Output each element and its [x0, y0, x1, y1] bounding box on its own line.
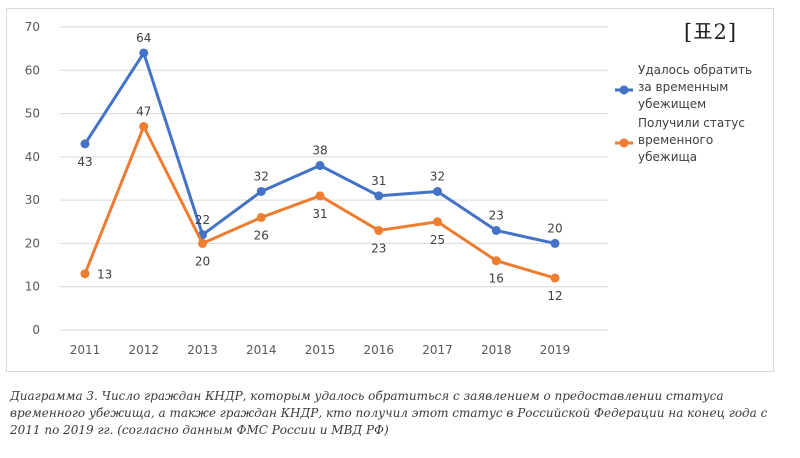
data-point: [315, 161, 325, 171]
y-tick-label: 70: [25, 20, 40, 34]
data-label: 20: [547, 221, 562, 235]
data-label: 20: [195, 254, 210, 268]
data-label: 31: [312, 207, 327, 221]
legend-label: временного: [638, 133, 713, 147]
data-label: 47: [136, 105, 151, 119]
data-label: 32: [254, 169, 269, 183]
legend-label: за временным: [638, 80, 728, 94]
data-label: 16: [489, 272, 504, 286]
y-tick-label: 60: [25, 63, 40, 77]
data-label: 64: [136, 31, 151, 45]
data-label: 12: [547, 289, 562, 303]
data-point: [550, 273, 560, 283]
y-tick-label: 20: [25, 236, 40, 250]
x-tick-label: 2014: [246, 343, 277, 357]
y-tick-label: 10: [25, 280, 40, 294]
legend-marker-dot: [619, 85, 629, 95]
data-point: [550, 238, 560, 248]
data-label: 32: [430, 169, 445, 183]
data-label: 22: [195, 213, 210, 227]
data-label: 26: [254, 228, 269, 242]
x-tick-label: 2011: [70, 343, 101, 357]
data-point: [433, 217, 442, 227]
legend-label: Получили статус: [638, 116, 745, 130]
legend-label: Удалось обратить: [638, 63, 752, 77]
data-point: [198, 238, 207, 248]
data-point: [80, 269, 90, 279]
data-label: 23: [371, 241, 386, 255]
y-tick-label: 50: [25, 107, 40, 121]
figure-caption: Диаграмма 3. Число граждан КНДР, которым…: [10, 389, 768, 437]
data-point: [315, 191, 325, 201]
data-point: [491, 256, 501, 266]
y-tick-label: 40: [25, 150, 40, 164]
x-tick-label: 2016: [363, 343, 394, 357]
data-point: [374, 225, 384, 235]
x-tick-label: 2015: [305, 343, 336, 357]
data-label: 43: [77, 155, 92, 169]
figure-tag: [표2]: [684, 20, 738, 44]
data-point: [80, 139, 90, 149]
data-label: 38: [312, 144, 327, 158]
legend-marker-dot: [619, 138, 629, 148]
data-point: [433, 186, 442, 196]
data-label: 25: [430, 233, 445, 247]
y-tick-label: 0: [32, 323, 40, 337]
x-tick-label: 2012: [128, 343, 159, 357]
x-tick-label: 2017: [422, 343, 453, 357]
x-tick-label: 2018: [481, 343, 512, 357]
data-point: [139, 48, 149, 58]
x-tick-label: 2019: [540, 343, 571, 357]
data-point: [139, 122, 149, 132]
data-point: [374, 191, 384, 201]
data-label: 31: [371, 174, 386, 188]
legend-label: убежища: [638, 150, 697, 164]
data-label: 13: [97, 268, 112, 282]
legend-label: убежищем: [638, 97, 706, 111]
data-point: [256, 186, 266, 196]
data-point: [491, 225, 501, 235]
data-label: 23: [489, 208, 504, 222]
data-point: [256, 212, 266, 222]
x-tick-label: 2013: [187, 343, 218, 357]
y-tick-label: 30: [25, 193, 40, 207]
